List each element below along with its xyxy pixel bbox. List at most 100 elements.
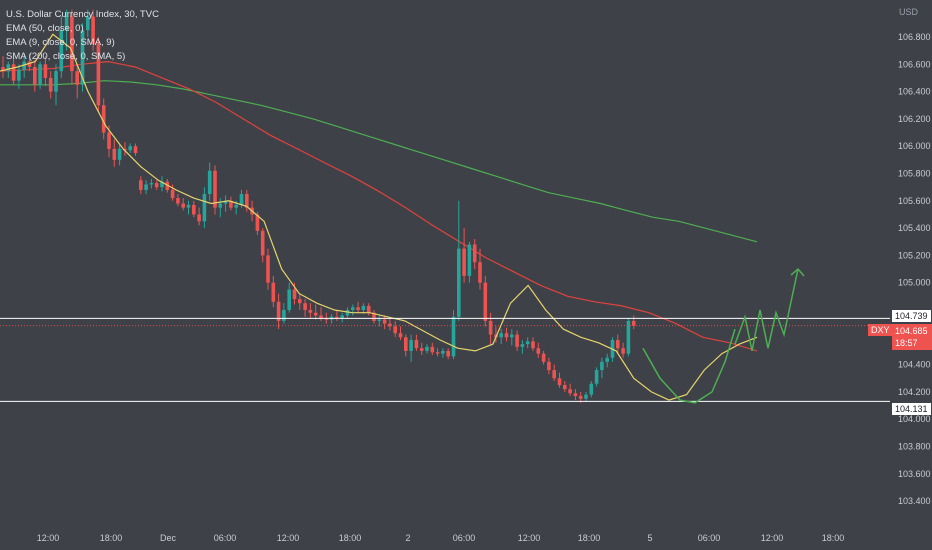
candle-body — [499, 333, 503, 338]
horizontal-levels[interactable] — [0, 317, 890, 402]
candle-body — [589, 383, 594, 395]
candle — [192, 200, 196, 218]
candle — [117, 143, 122, 166]
moving-average-lines — [0, 60, 758, 352]
candle — [557, 372, 562, 388]
candle-body — [303, 303, 307, 310]
legend-ema9[interactable]: EMA (9, close, 0, SMA, 9) — [6, 37, 115, 48]
candle-body — [462, 248, 466, 276]
candle-body — [107, 132, 111, 149]
candle-body — [128, 146, 132, 151]
candle-body — [43, 64, 48, 78]
candle-body — [536, 348, 541, 354]
candle — [287, 282, 291, 313]
candle-body — [414, 340, 419, 349]
candle-body — [430, 346, 435, 353]
candle — [59, 16, 64, 78]
candle-body — [64, 16, 69, 31]
candle-body — [197, 214, 201, 222]
candle-body — [377, 319, 382, 321]
candle — [22, 53, 26, 78]
candles — [1, 9, 636, 403]
currency-label: USD — [899, 7, 919, 17]
candle-body — [372, 312, 376, 321]
candle — [472, 239, 477, 270]
candle-body — [149, 183, 154, 185]
projection-drawing[interactable] — [642, 267, 805, 404]
candle-body — [213, 170, 217, 208]
candle-body — [186, 204, 191, 208]
candle — [181, 198, 185, 211]
time-tick-label: 5 — [647, 533, 652, 543]
candle — [520, 340, 525, 354]
price-tick-label: 105.400 — [898, 223, 931, 233]
candle-body — [541, 353, 546, 362]
candle — [276, 293, 281, 330]
candle-body — [70, 16, 74, 72]
lower-level-tag[interactable]: 104.131 — [892, 403, 931, 415]
candle-body — [573, 393, 578, 396]
legend-sma200[interactable]: SMA (200, close, 0, SMA, 5) — [6, 51, 126, 62]
candle-body — [266, 255, 270, 283]
legend-ema50[interactable]: EMA (50, close, 0) — [6, 23, 84, 34]
time-axis[interactable]: 12:00 18:00 Dec 06:00 12:00 18:00 2 06:00 12:00 1… — [37, 533, 845, 543]
candle-body — [33, 67, 37, 85]
candle — [144, 180, 148, 194]
candle-body — [616, 340, 620, 349]
price-tick-label: 104.000 — [898, 414, 931, 424]
candle-body — [144, 184, 148, 190]
candle-body — [6, 64, 11, 72]
candle-body — [584, 394, 588, 399]
candle-body — [324, 318, 329, 320]
candle-body — [600, 361, 604, 371]
candle-body — [547, 361, 551, 371]
current-price-value: 104.685 — [895, 326, 928, 336]
candle — [86, 9, 90, 37]
price-tick-label: 105.800 — [898, 169, 931, 179]
candle — [377, 315, 382, 327]
candle — [160, 176, 164, 192]
upper-level-tag[interactable]: 104.739 — [892, 310, 931, 322]
candle-body — [260, 230, 265, 256]
candle — [536, 342, 541, 358]
candle — [70, 9, 74, 85]
candle — [584, 391, 588, 402]
candle — [356, 301, 360, 313]
candle — [112, 139, 117, 167]
candle-body — [112, 148, 117, 160]
candle — [91, 9, 95, 51]
candle — [488, 312, 493, 345]
candle — [589, 380, 594, 398]
candle-body — [11, 64, 16, 81]
candle — [573, 389, 578, 401]
ema9-line — [0, 33, 758, 401]
candle-body — [287, 289, 291, 310]
candle-body — [563, 385, 567, 390]
candle — [563, 380, 567, 392]
candle — [218, 198, 223, 218]
candle — [282, 303, 286, 324]
projection-path[interactable] — [734, 268, 799, 352]
candle — [308, 303, 313, 319]
candle — [43, 56, 48, 87]
candle-body — [340, 315, 344, 319]
candle-body — [446, 350, 450, 357]
candle — [419, 342, 424, 356]
candle — [382, 315, 387, 330]
candle-body — [351, 307, 355, 310]
candle-body — [298, 299, 302, 304]
price-axis[interactable]: 106.800 106.600 106.400 106.200 106.000 105.8… — [898, 32, 931, 506]
candle-body — [1, 67, 5, 72]
candle-body — [531, 341, 535, 349]
time-tick-label: 06:00 — [453, 533, 476, 543]
candle-body — [388, 323, 392, 327]
candle — [621, 342, 625, 358]
time-tick-label: 18:00 — [100, 533, 123, 543]
projection-swing-path[interactable] — [642, 328, 736, 404]
candle-body — [345, 310, 350, 316]
candle — [409, 334, 413, 362]
candle — [531, 337, 535, 351]
candle — [271, 275, 276, 308]
candle-body — [160, 181, 164, 188]
